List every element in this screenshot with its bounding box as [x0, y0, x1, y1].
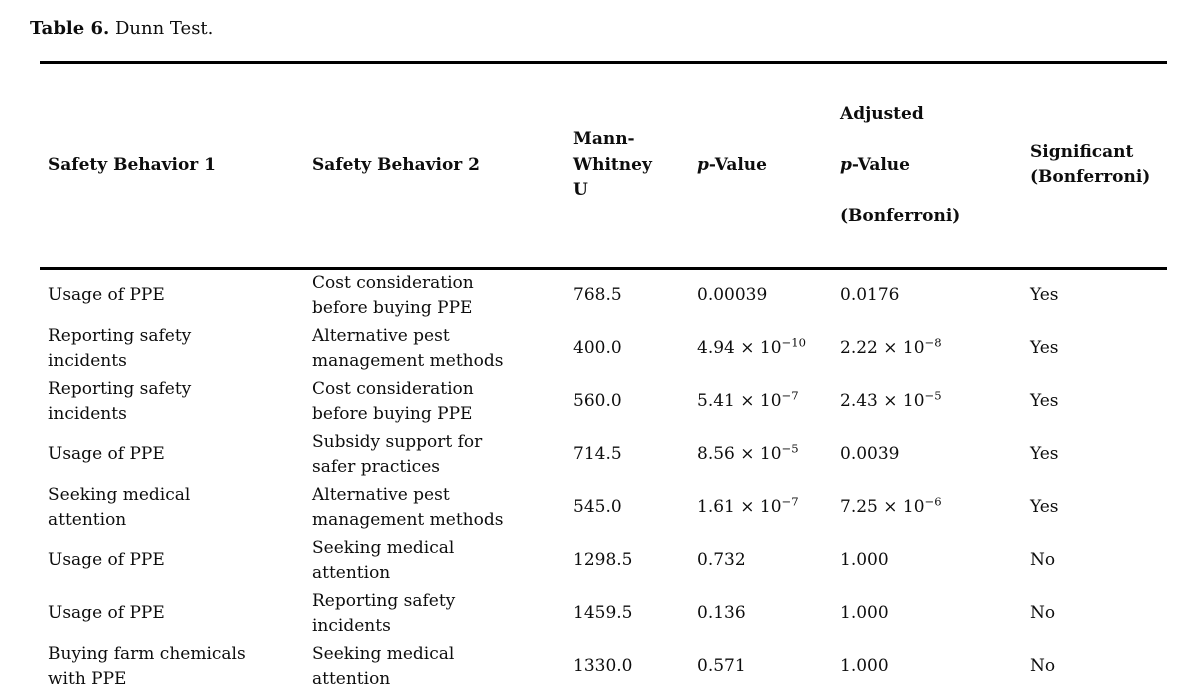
- cell-significant: Yes: [1030, 497, 1059, 518]
- table-row: Usage of PPE Subsidy support for safer p…: [40, 429, 1167, 482]
- cell-behavior2: Reporting safety incidents: [312, 590, 456, 637]
- p-value-header-text: p-Value: [697, 154, 767, 175]
- cell-mwu: 1330.0: [573, 656, 633, 677]
- cell-pvalue: 0.732: [697, 550, 746, 571]
- cell-behavior2: Subsidy support for safer practices: [312, 431, 483, 478]
- cell-behavior1: Usage of PPE: [48, 603, 165, 624]
- cell-behavior2: Alternative pest management methods: [312, 325, 504, 372]
- cell-mwu: 545.0: [573, 497, 622, 518]
- table-row: Usage of PPE Reporting safety incidents …: [40, 588, 1167, 641]
- table-row: Buying farm chemicals with PPE Seeking m…: [40, 641, 1167, 694]
- table-row: Usage of PPE Seeking medical attention 1…: [40, 535, 1167, 588]
- table-row: Reporting safety incidents Alternative p…: [40, 323, 1167, 376]
- table-header: Safety Behavior 1 Safety Behavior 2 Mann…: [40, 62, 1167, 270]
- cell-behavior1: Usage of PPE: [48, 285, 165, 306]
- cell-behavior2: Cost consideration before buying PPE: [312, 272, 474, 319]
- table-row: Usage of PPE Cost consideration before b…: [40, 268, 1167, 323]
- cell-significant: Yes: [1030, 338, 1059, 359]
- cell-adj-pvalue: 0.0176: [840, 285, 900, 306]
- cell-pvalue: 4.94 × 10−10: [697, 335, 806, 359]
- cell-adj-pvalue: 1.000: [840, 550, 889, 571]
- cell-mwu: 400.0: [573, 338, 622, 359]
- cell-behavior2: Seeking medical attention: [312, 643, 455, 690]
- dunn-test-table: Safety Behavior 1 Safety Behavior 2 Mann…: [40, 61, 1167, 696]
- cell-behavior1: Reporting safety incidents: [48, 325, 192, 372]
- cell-significant: Yes: [1030, 391, 1059, 412]
- table-row: Seeking medical attention Alternative pe…: [40, 482, 1167, 535]
- col-header-safety-behavior-2: Safety Behavior 2: [304, 62, 565, 270]
- cell-behavior2: Seeking medical attention: [312, 537, 455, 584]
- cell-mwu: 560.0: [573, 391, 622, 412]
- cell-behavior1: Buying farm chemicals with PPE: [48, 643, 246, 690]
- col-header-safety-behavior-1: Safety Behavior 1: [40, 62, 304, 270]
- col-header-p-value: p-Value: [689, 62, 832, 270]
- cell-behavior2: Alternative pest management methods: [312, 484, 504, 531]
- cell-adj-pvalue: 7.25 × 10−6: [840, 494, 942, 518]
- cell-pvalue: 0.00039: [697, 285, 768, 306]
- cell-pvalue: 1.61 × 10−7: [697, 494, 799, 518]
- col-header-significant: Significant (Bonferroni): [1022, 62, 1167, 270]
- cell-mwu: 1298.5: [573, 550, 633, 571]
- cell-adj-pvalue: 2.22 × 10−8: [840, 335, 942, 359]
- col-header-adjusted-p-value: Adjusted p-Value (Bonferroni): [832, 62, 1022, 270]
- cell-mwu: 714.5: [573, 444, 622, 465]
- cell-adj-pvalue: 1.000: [840, 656, 889, 677]
- table-row: Reporting safety incidents Cost consider…: [40, 376, 1167, 429]
- table-caption-text: Dunn Test.: [109, 18, 214, 39]
- table-caption: Table 6. Dunn Test.: [30, 17, 213, 40]
- cell-behavior1: Seeking medical attention: [48, 484, 191, 531]
- adjusted-p-value-header-text: p-Value: [840, 154, 910, 175]
- table-caption-label: Table 6.: [30, 18, 110, 39]
- cell-mwu: 768.5: [573, 285, 622, 306]
- cell-pvalue: 0.571: [697, 656, 746, 677]
- col-header-mann-whitney-u: Mann- Whitney U: [565, 62, 689, 270]
- cell-significant: No: [1030, 656, 1056, 677]
- cell-behavior1: Usage of PPE: [48, 550, 165, 571]
- header-row: Safety Behavior 1 Safety Behavior 2 Mann…: [40, 62, 1167, 270]
- cell-behavior1: Usage of PPE: [48, 444, 165, 465]
- cell-pvalue: 5.41 × 10−7: [697, 388, 799, 412]
- table-body: Usage of PPE Cost consideration before b…: [40, 268, 1167, 696]
- cell-significant: Yes: [1030, 444, 1059, 465]
- cell-adj-pvalue: 1.000: [840, 603, 889, 624]
- cell-pvalue: 0.136: [697, 603, 746, 624]
- cell-adj-pvalue: 2.43 × 10−5: [840, 388, 942, 412]
- cell-mwu: 1459.5: [573, 603, 633, 624]
- cell-pvalue: 8.56 × 10−5: [697, 441, 799, 465]
- cell-significant: Yes: [1030, 285, 1059, 306]
- cell-behavior2: Cost consideration before buying PPE: [312, 378, 474, 425]
- cell-significant: No: [1030, 603, 1056, 624]
- cell-adj-pvalue: 0.0039: [840, 444, 900, 465]
- cell-behavior1: Reporting safety incidents: [48, 378, 192, 425]
- cell-significant: No: [1030, 550, 1056, 571]
